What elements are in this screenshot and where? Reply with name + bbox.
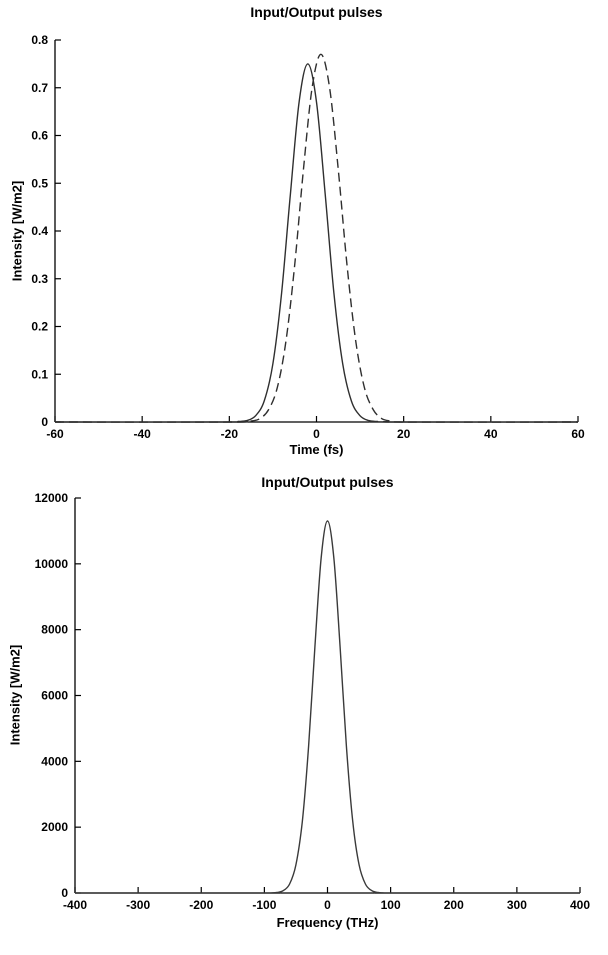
x-tick-label: -300 xyxy=(126,898,150,912)
x-tick-label: 100 xyxy=(381,898,401,912)
chart-title: Input/Output pulses xyxy=(261,474,394,490)
y-tick-label: 0.8 xyxy=(31,33,48,47)
chart-time-domain: Input/Output pulses Intensity [W/m2] Tim… xyxy=(0,0,608,468)
x-tick-label: -200 xyxy=(189,898,213,912)
series-spectrum-solid-path xyxy=(74,520,580,894)
y-tick-label: 0.2 xyxy=(31,320,48,334)
x-tick-label: 0 xyxy=(324,898,331,912)
x-tick-label: -20 xyxy=(221,427,239,441)
x-tick-label: -60 xyxy=(46,427,64,441)
y-tick-label: 0.4 xyxy=(31,224,48,238)
y-tick-label: 0.3 xyxy=(31,272,48,286)
chart-frequency-domain: Input/Output pulses Intensity [W/m2] Fre… xyxy=(0,468,608,955)
x-tick-label: -100 xyxy=(252,898,276,912)
frequency-domain-plot-canvas: -400 -300 -200 -100 0 100 200 300 40002000400060… xyxy=(35,491,591,912)
x-axis-title: Time (fs) xyxy=(289,442,344,457)
x-tick-label: 0 xyxy=(313,427,320,441)
chart-title: Input/Output pulses xyxy=(250,4,383,20)
x-tick-label: 20 xyxy=(397,427,411,441)
y-tick-label: 0 xyxy=(61,886,68,900)
y-tick-label: 0.1 xyxy=(31,367,48,381)
y-tick-label: 6000 xyxy=(41,689,68,703)
time-domain-plot-canvas: -60 -40 -20 0 20 40 60 0 0.1 0.2 0.3 0.4 0.5 0.6 0.7 0.… xyxy=(31,33,585,441)
series-pulse-dashed-path xyxy=(54,53,579,423)
x-tick-label: 400 xyxy=(570,898,590,912)
y-axis-title: Intensity [W/m2] xyxy=(7,644,23,746)
x-tick-label: 200 xyxy=(444,898,464,912)
series-pulse-solid-path xyxy=(54,63,579,423)
x-tick-label: -40 xyxy=(133,427,151,441)
y-tick-label: 0 xyxy=(41,415,48,429)
x-axis-title: Frequency (THz) xyxy=(276,915,379,930)
y-tick-label: 0.7 xyxy=(31,81,48,95)
y-axis-title: Intensity [W/m2] xyxy=(9,180,25,282)
x-tick-label: 300 xyxy=(507,898,527,912)
y-tick-label: 12000 xyxy=(35,491,69,505)
y-tick-label: 2000 xyxy=(41,820,68,834)
y-tick-label: 4000 xyxy=(41,754,68,768)
y-tick-label: 10000 xyxy=(35,557,69,571)
x-tick-label: -400 xyxy=(63,898,87,912)
x-tick-label: 60 xyxy=(571,427,585,441)
y-tick-label: 0.5 xyxy=(31,176,48,190)
y-tick-label: 0.6 xyxy=(31,129,48,143)
y-tick-label: 8000 xyxy=(41,623,68,637)
x-tick-label: 40 xyxy=(484,427,498,441)
